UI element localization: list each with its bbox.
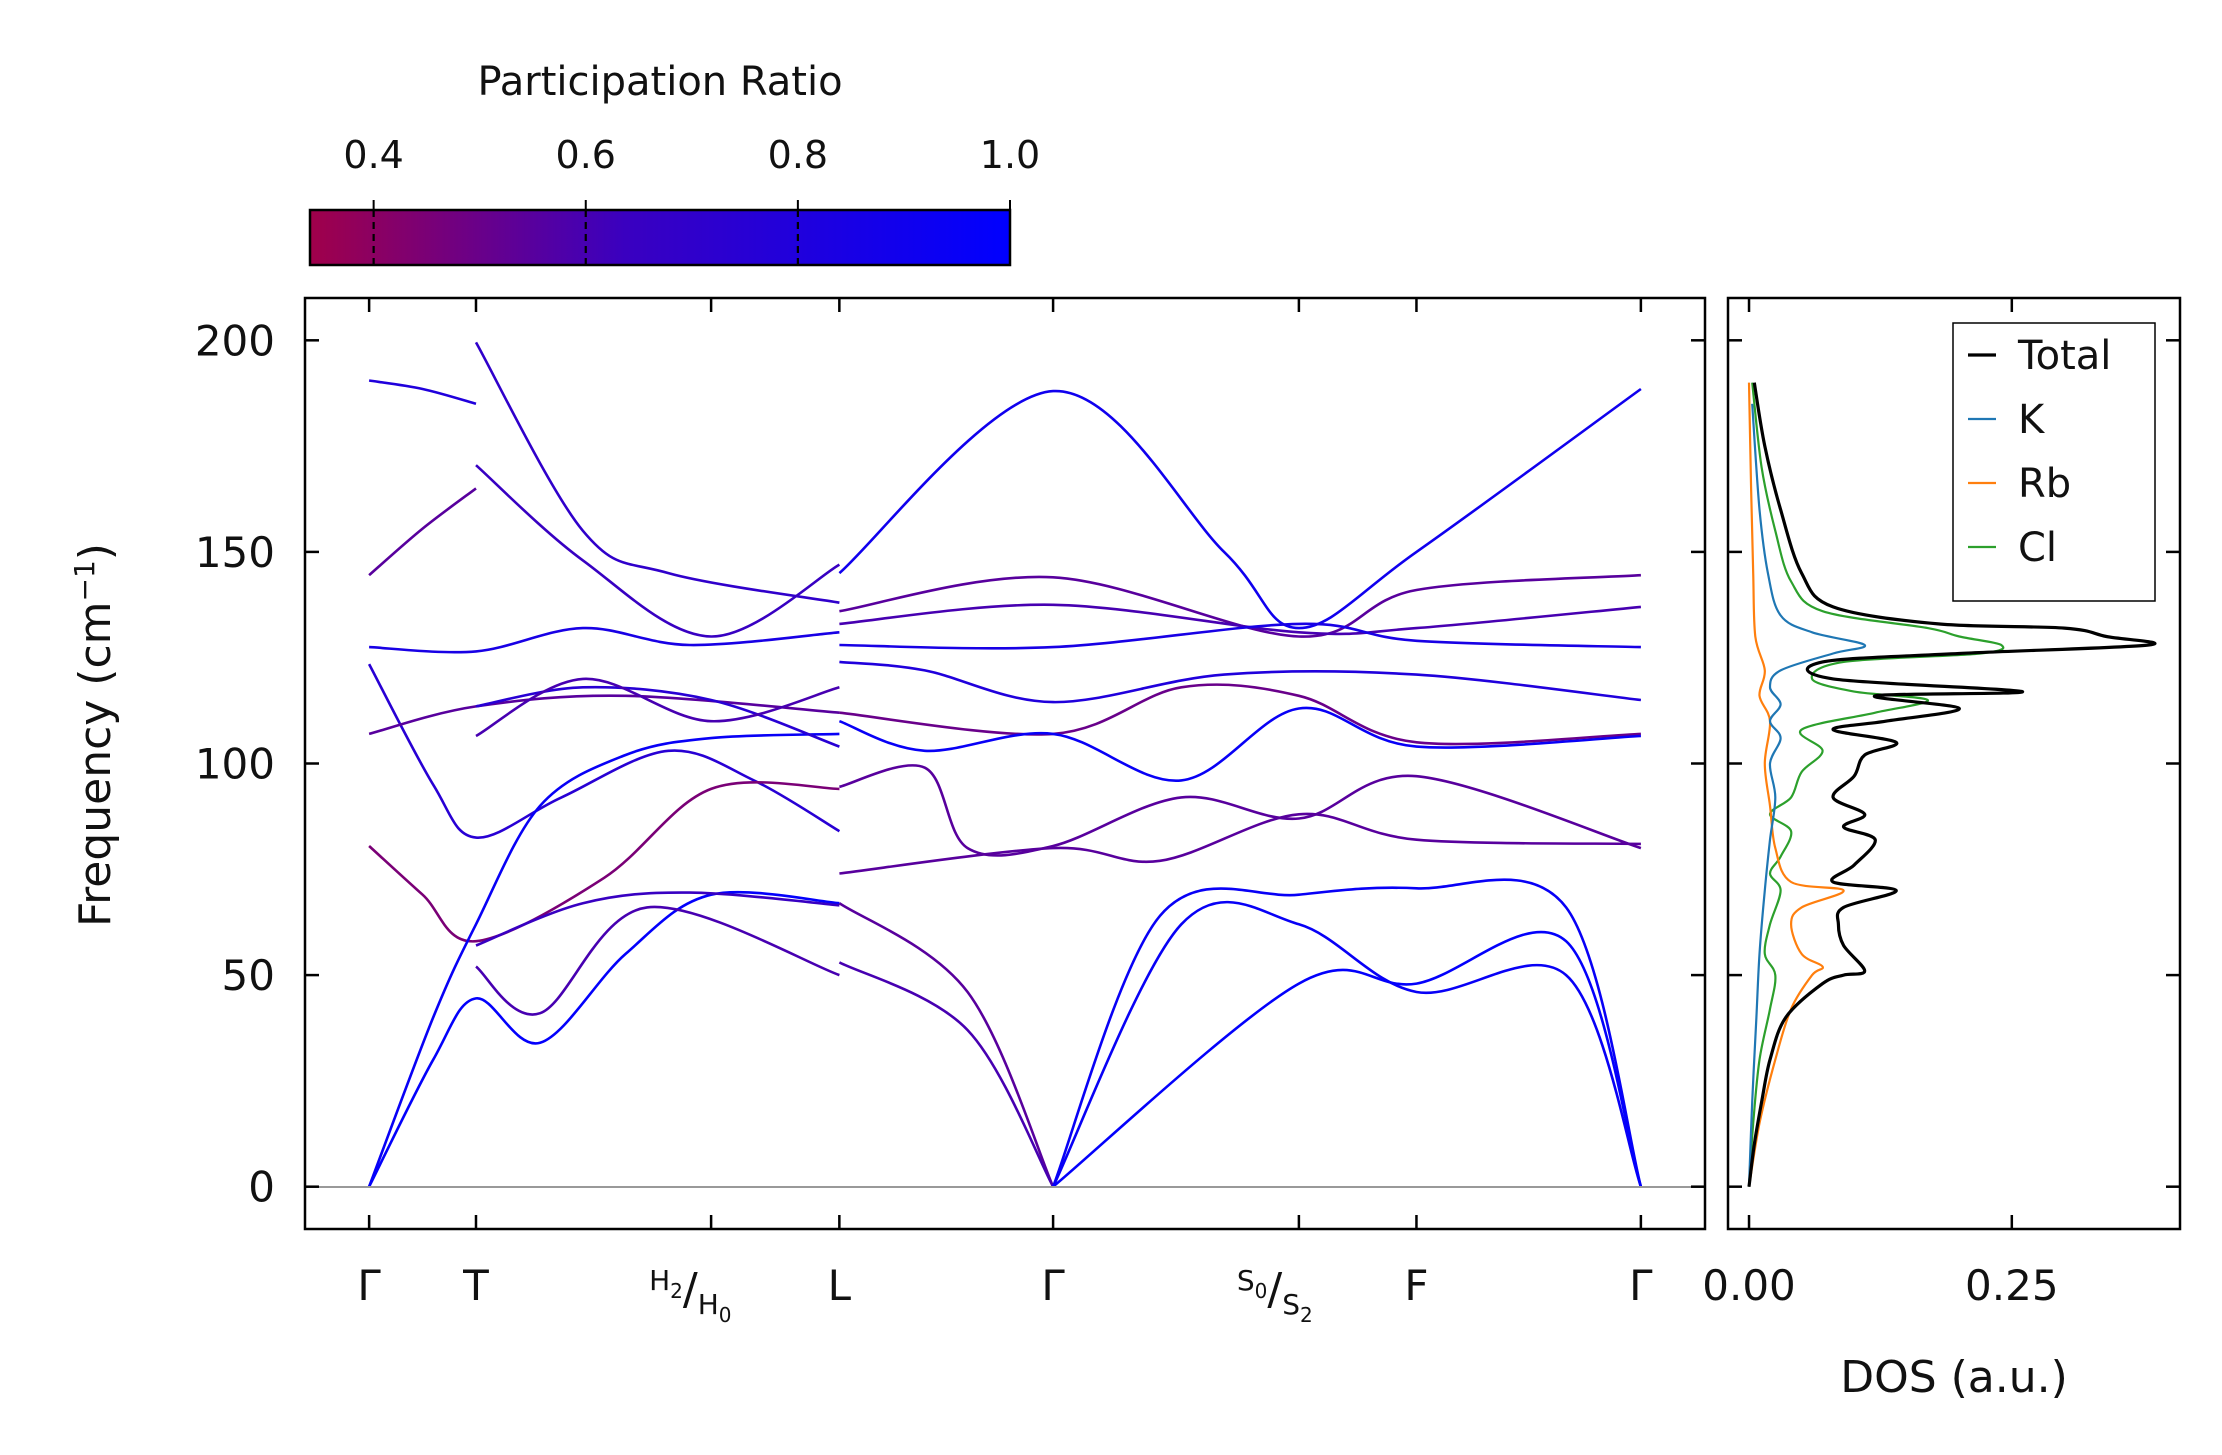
colorbar-tick-label: 1.0: [980, 133, 1040, 177]
band-line: [474, 341, 840, 604]
band-line: [839, 603, 1642, 636]
y-tick-label: 50: [222, 951, 275, 1000]
dos-legend: Total K Rb Cl: [1952, 322, 2156, 602]
colorbar-tick-label: 0.6: [556, 133, 616, 177]
dos-line: [1747, 382, 2005, 1187]
dos-y-ticks: [1728, 339, 2180, 1188]
y-tick-label: 200: [195, 316, 275, 365]
band-line: [475, 464, 841, 638]
legend-label: Cl: [2018, 525, 2057, 571]
band-line: [838, 961, 1055, 1188]
x-tick-label: Γ: [1629, 1261, 1653, 1310]
dos-x-ticks: 0.00 0.25: [1702, 298, 2059, 1310]
dos-panel: 0.00 0.25 DOS (a.u.) Total K Rb Cl: [1702, 296, 2182, 1403]
colorbar-bar: [308, 208, 1012, 267]
legend-label: Rb: [2018, 461, 2071, 507]
colorbar-title: Participation Ratio: [477, 59, 842, 105]
x-tick-label: Γ: [357, 1261, 381, 1310]
band-line: [368, 694, 840, 736]
x-tick-label: T: [462, 1261, 489, 1310]
x-tick-label: S0/S2: [1237, 1264, 1313, 1327]
y-tick-label: 150: [195, 528, 275, 577]
y-axis-title: Frequency (cm−1): [68, 543, 121, 927]
band-line: [367, 732, 840, 1188]
dos-x-axis-title: DOS (a.u.): [1840, 1352, 2068, 1403]
y-tick-label: 100: [195, 740, 275, 789]
band-line: [475, 677, 840, 738]
band-line: [475, 685, 840, 748]
band-line: [368, 379, 477, 406]
band-line: [839, 764, 1642, 857]
x-tick-label: Γ: [1041, 1261, 1065, 1310]
dos-line: [1747, 382, 1845, 1187]
legend-label: K: [2018, 397, 2046, 443]
band-line: [839, 660, 1642, 704]
band-y-ticks: 0 50 100 150 200: [195, 316, 1705, 1212]
band-line: [368, 487, 477, 577]
dos-axes-frame: [1726, 296, 2182, 1231]
dos-line: [1747, 403, 1867, 1187]
band-line: [475, 891, 840, 947]
band-line: [838, 902, 1055, 1188]
colorbar-tick-label: 0.4: [343, 133, 403, 177]
band-line: [369, 626, 840, 654]
dos-lines: [1747, 382, 2157, 1187]
band-structure-panel: 0 50 100 150 200 Γ T H2/H0 L Γ S0/S2 F Γ Frequency …: [68, 296, 1707, 1327]
band-line: [475, 905, 840, 1016]
x-tick-label: H2/H0: [649, 1264, 731, 1327]
x-tick-label: L: [828, 1261, 852, 1310]
dos-x-tick-label: 0.00: [1702, 1261, 1796, 1310]
colorbar-ticks: 0.4 0.6 0.8 1.0: [343, 133, 1040, 265]
band-line: [839, 573, 1641, 638]
band-line: [1051, 900, 1643, 1188]
band-line: [838, 387, 1642, 630]
y-tick-label: 0: [248, 1163, 275, 1212]
band-line: [839, 622, 1641, 650]
band-line: [838, 706, 1641, 782]
band-line: [367, 663, 841, 839]
band-x-ticks: Γ T H2/H0 L Γ S0/S2 F Γ: [357, 298, 1653, 1327]
band-axes-frame: [303, 296, 1707, 1231]
legend-label: Total: [2017, 333, 2111, 379]
band-lines: [367, 341, 1643, 1188]
dos-x-tick-label: 0.25: [1965, 1261, 2059, 1310]
x-tick-label: F: [1404, 1261, 1428, 1310]
band-line: [839, 812, 1641, 875]
dos-line: [1747, 382, 2157, 1187]
legend-frame: [1952, 322, 2156, 602]
band-line: [1051, 878, 1643, 1188]
colorbar-tick-label: 0.8: [768, 133, 828, 177]
colorbar: Participation Ratio 0.4 0.6 0.8 1.0: [308, 59, 1040, 267]
band-line: [839, 683, 1641, 746]
band-line: [1052, 930, 1643, 1188]
band-line: [368, 781, 840, 943]
